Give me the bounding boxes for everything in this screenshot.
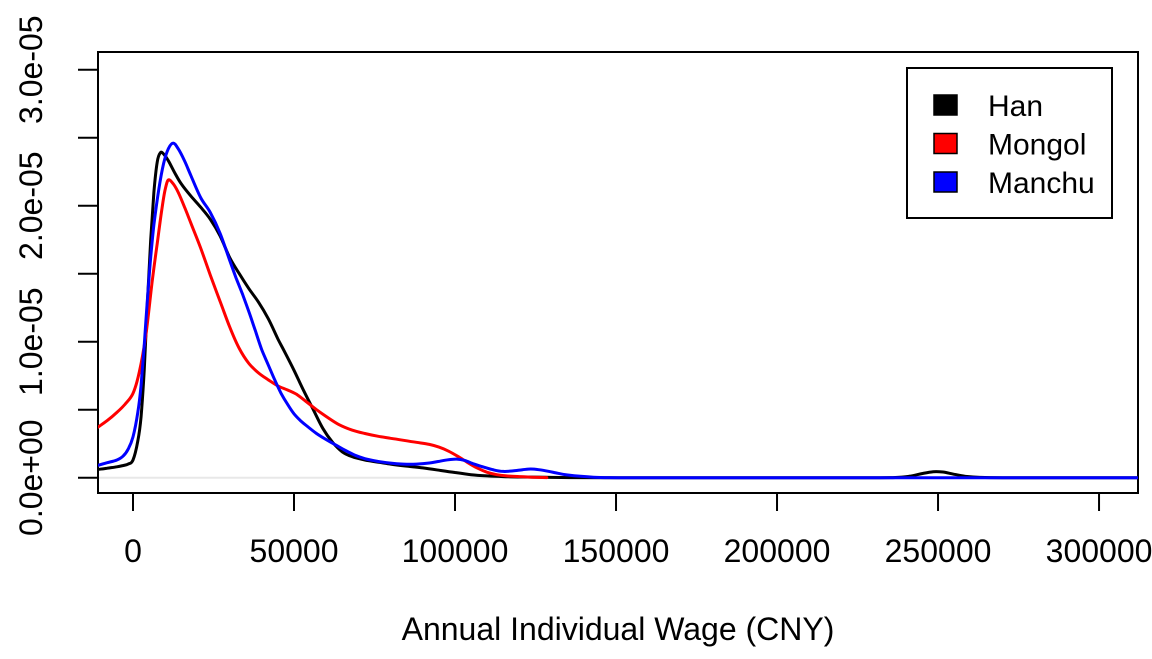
x-axis-tick-label: 150000 (563, 533, 670, 569)
density-curve-manchu (98, 141, 1138, 480)
x-axis-tick-label: 100000 (402, 533, 509, 569)
x-axis-tick-label: 200000 (724, 533, 831, 569)
y-axis-tick-label: 1.0e-05 (13, 287, 49, 396)
legend-swatch-mongol (933, 132, 958, 155)
density-curve-mongol (98, 178, 549, 480)
x-axis-tick-label: 0 (124, 533, 142, 569)
legend: Han Mongol Manchu (906, 67, 1113, 219)
y-axis-tick-label: 0.0e+00 (13, 419, 49, 536)
legend-label-manchu: Manchu (988, 167, 1095, 200)
legend-label-han: Han (988, 90, 1043, 123)
axes-layer: 0 50000 100000 150000 200000 250000 300000 0.0e… (13, 15, 1152, 569)
y-axis-tick-label: 2.0e-05 (13, 151, 49, 260)
legend-rows: Han Mongol Manchu (933, 90, 1095, 200)
legend-label-mongol: Mongol (988, 129, 1086, 162)
x-axis-tick-label: 250000 (885, 533, 992, 569)
curves-layer (98, 141, 1138, 480)
y-axis-tick-label: 3.0e-05 (13, 15, 49, 124)
x-axis-tick-label: 300000 (1046, 533, 1152, 569)
legend-swatch-manchu (933, 171, 958, 193)
x-axis-title: Annual Individual Wage (CNY) (402, 611, 835, 647)
plot-frame (97, 51, 1139, 494)
x-axis-tick-label: 50000 (250, 533, 339, 569)
legend-swatch-han (933, 94, 958, 116)
